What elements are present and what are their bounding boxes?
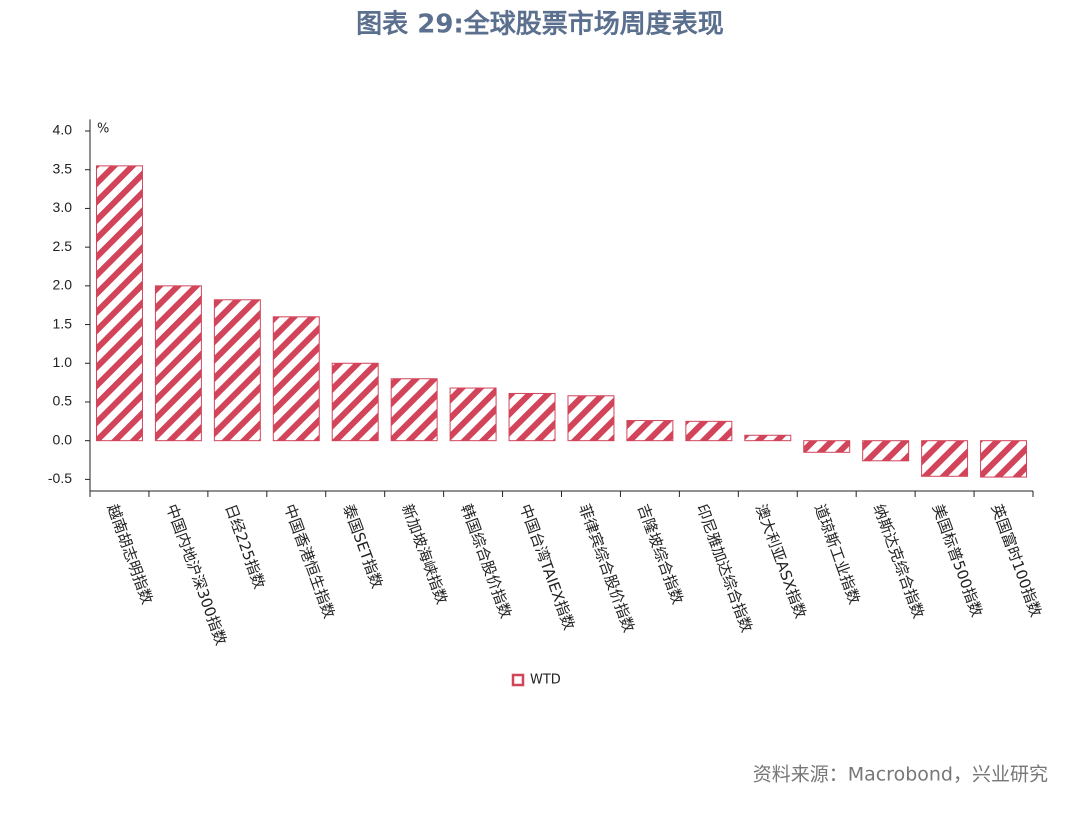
x-tick-label: 澳大利亚ASX指数 [752, 502, 810, 621]
y-tick-label: 4.0 [53, 122, 73, 138]
x-tick-label: 新加坡海峡指数 [398, 502, 451, 607]
y-unit: % [97, 122, 109, 137]
y-tick-label: 0.0 [53, 431, 73, 447]
y-tick-label: 2.5 [53, 238, 73, 254]
bar [390, 378, 438, 442]
x-tick-label: 越南胡志明指数 [103, 502, 156, 607]
y-tick-label: 2.0 [53, 277, 73, 293]
x-tick-label: 美国标普500指数 [929, 502, 986, 620]
chart-title: 图表 29:全球股票市场周度表现 [356, 9, 724, 40]
x-tick-label: 纳斯达克综合指数 [870, 502, 928, 621]
bar [449, 387, 497, 442]
x-tick-label: 印尼雅加达综合指数 [693, 502, 756, 635]
bar [626, 420, 674, 442]
bar [980, 440, 1028, 478]
x-tick-label: 英国富时100指数 [988, 502, 1045, 620]
bar [508, 392, 556, 442]
y-tick-label: 3.0 [53, 199, 73, 215]
bar [803, 440, 851, 453]
x-tick-label: 中国内地沪深300指数 [162, 502, 230, 648]
x-tick-label: 日经225指数 [221, 502, 268, 591]
x-tick-label: 韩国综合股价指数 [457, 502, 515, 621]
y-tick-label: -0.5 [48, 470, 72, 486]
bar [921, 440, 969, 477]
bar [567, 395, 615, 442]
x-tick-label: 中国香港恒生指数 [280, 502, 338, 621]
bar [685, 420, 733, 442]
bar [213, 299, 261, 442]
x-tick-label: 道琼斯工业指数 [811, 502, 864, 607]
y-tick-label: 3.5 [53, 160, 73, 176]
x-tick-label: 中国台湾TAIEX指数 [516, 502, 578, 633]
bar [154, 285, 202, 442]
y-tick-label: 0.5 [53, 393, 73, 409]
bar [331, 362, 379, 442]
x-tick-label: 吉隆坡综合指数 [634, 502, 687, 607]
source: 资料来源：Macrobond，兴业研究 [753, 764, 1048, 786]
y-tick-label: 1.5 [53, 315, 73, 331]
x-tick-label: 泰国SET指数 [339, 502, 386, 591]
bar [272, 316, 320, 442]
bar [862, 440, 910, 462]
bar [95, 165, 143, 442]
legend-label: WTD [530, 673, 561, 688]
y-tick-label: 1.0 [53, 354, 73, 370]
bar [744, 434, 792, 442]
x-tick-label: 菲律宾综合股价指数 [575, 502, 638, 635]
legend-swatch [511, 673, 525, 687]
